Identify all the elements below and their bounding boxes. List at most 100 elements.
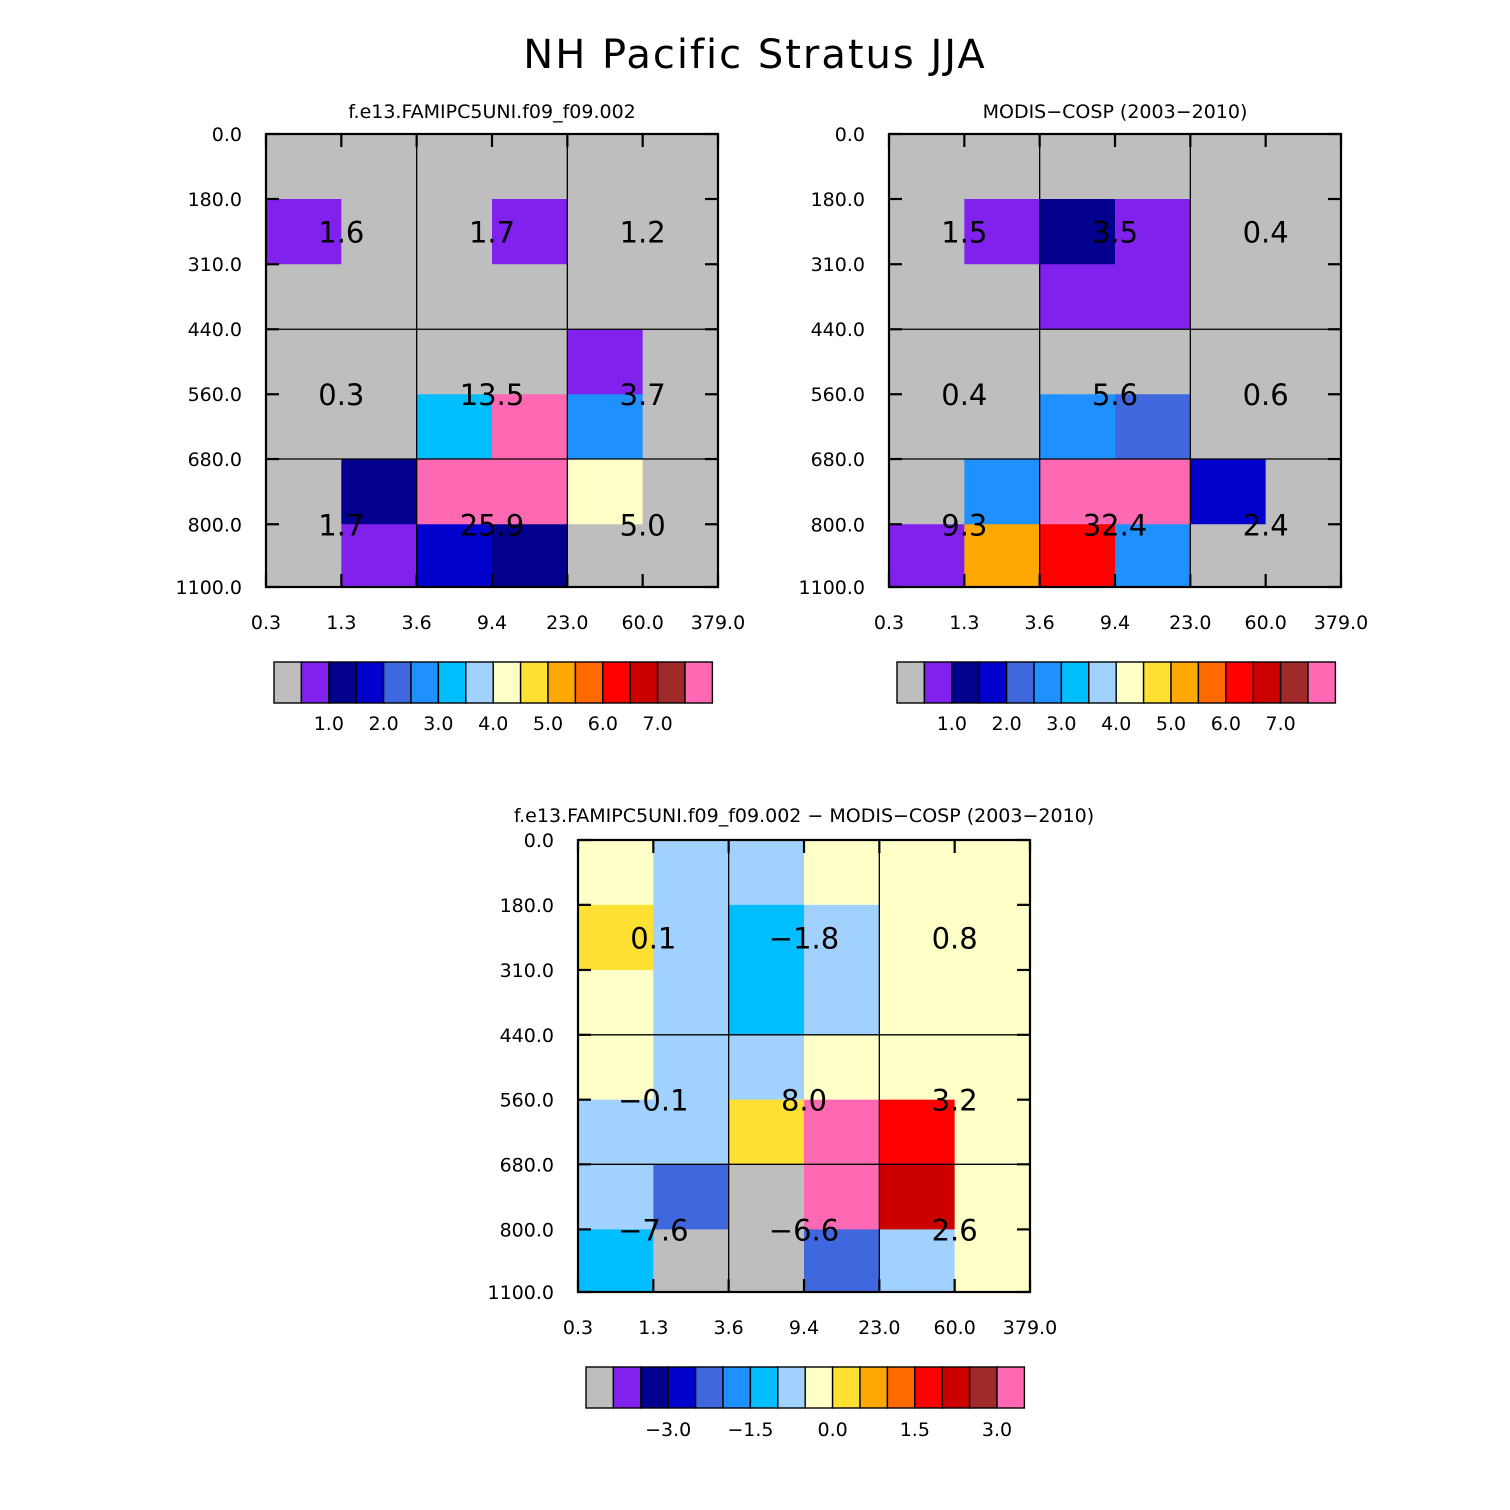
heatmap-cell — [879, 1034, 956, 1101]
heatmap-cell — [1190, 329, 1267, 395]
colorbar-swatch — [941, 1366, 971, 1409]
cell-value-label: 2.4 — [1243, 508, 1289, 542]
heatmap-cell — [804, 1164, 880, 1230]
heatmap-cell — [954, 904, 1031, 971]
cell-value-label: 13.5 — [460, 378, 525, 412]
colorbar-label: 1.5 — [900, 1419, 930, 1441]
x-tick-label: 60.0 — [1245, 612, 1287, 634]
cell-value-label: 8.0 — [781, 1084, 827, 1118]
cell-value-label: −1.8 — [769, 921, 839, 955]
y-tick-label: 1100.0 — [488, 1282, 554, 1304]
colorbar-label: 6.0 — [1211, 713, 1241, 735]
colorbar-swatch — [640, 1366, 669, 1409]
x-tick-label: 1.3 — [638, 1317, 668, 1339]
colorbar-swatch — [951, 661, 980, 704]
heatmap-cell — [1039, 394, 1116, 460]
heatmap-cell — [492, 199, 568, 265]
colorbar-label: 6.0 — [588, 713, 618, 735]
heatmap-cell — [416, 394, 493, 460]
x-tick-label: 1.3 — [949, 612, 979, 634]
heatmap-cell — [567, 329, 644, 395]
heatmap-cell — [879, 969, 956, 1036]
heatmap-cell — [1265, 524, 1342, 588]
heatmap-cell — [642, 134, 719, 200]
y-tick-label: 0.0 — [524, 830, 554, 852]
colorbar-swatch — [629, 661, 659, 704]
x-tick-label: 9.4 — [789, 1317, 819, 1339]
heatmap-cell — [1115, 459, 1191, 525]
heatmap-cell — [964, 524, 1041, 588]
heatmap-cell — [954, 969, 1031, 1036]
cell-value-label: 1.7 — [469, 216, 515, 250]
heatmap-cell — [642, 524, 719, 588]
y-tick-label: 0.0 — [835, 124, 865, 146]
x-tick-label: 0.3 — [563, 1317, 593, 1339]
colorbar-swatch — [804, 1366, 834, 1409]
heatmap-cell — [567, 199, 644, 265]
y-tick-label: 440.0 — [500, 1025, 554, 1047]
cell-value-label: 0.4 — [941, 378, 987, 412]
cell-value-label: 0.3 — [318, 378, 364, 412]
heatmap-cells — [889, 134, 1342, 588]
heatmap-cell — [341, 394, 418, 460]
x-tick-label: 60.0 — [622, 612, 664, 634]
heatmap-cell — [964, 459, 1041, 525]
heatmap-cell — [1190, 199, 1267, 265]
colorbar-swatch — [968, 1366, 998, 1409]
cell-value-label: 9.3 — [941, 508, 987, 542]
colorbar-swatch — [300, 661, 330, 704]
colorbar-swatch — [1170, 661, 1200, 704]
heatmap-cell — [266, 264, 342, 330]
heatmap-cell — [804, 969, 880, 1036]
x-tick-label: 0.3 — [874, 612, 904, 634]
y-tick-label: 1100.0 — [799, 577, 865, 599]
cell-value-label: 32.4 — [1083, 508, 1148, 542]
cell-value-label: 0.1 — [630, 921, 676, 955]
colorbar-swatch — [1142, 661, 1172, 704]
heatmap-cell — [266, 524, 342, 588]
heatmap-cell — [1115, 394, 1191, 460]
heatmap-cell — [1265, 329, 1342, 395]
heatmap-cell — [1265, 394, 1342, 460]
y-tick-label: 560.0 — [500, 1090, 554, 1112]
y-tick-label: 680.0 — [188, 449, 242, 471]
colorbar-swatch — [923, 661, 953, 704]
heatmap-cell — [728, 969, 805, 1036]
y-tick-label: 440.0 — [188, 319, 242, 341]
y-tick-label: 310.0 — [500, 960, 554, 982]
heatmap-cell — [266, 394, 342, 460]
y-tick-label: 800.0 — [811, 514, 865, 536]
heatmap-cell — [879, 1229, 956, 1293]
colorbar-swatch — [612, 1366, 642, 1409]
colorbar-swatch — [1225, 661, 1254, 704]
heatmap-cell — [1115, 199, 1191, 265]
panel-title: MODIS−COSP (2003−2010) — [983, 101, 1248, 123]
colorbar-swatch — [437, 661, 467, 704]
colorbar-swatch — [1307, 661, 1337, 704]
heatmap-cell — [492, 264, 568, 330]
y-tick-label: 0.0 — [212, 124, 242, 146]
cell-value-label: −6.6 — [769, 1213, 839, 1247]
panel-diff: f.e13.FAMIPC5UNI.f09_f09.002 − MODIS−COS… — [488, 805, 1095, 1441]
heatmap-cell — [728, 1229, 805, 1293]
heatmap-cell — [728, 1164, 805, 1230]
heatmap-cell — [1039, 134, 1116, 200]
colorbar-swatch — [831, 1366, 861, 1409]
colorbar-swatch — [896, 661, 926, 704]
y-tick-label: 1100.0 — [176, 577, 242, 599]
cell-value-label: 2.6 — [932, 1213, 978, 1247]
cell-value-label: 5.0 — [620, 508, 666, 542]
heatmap-cell — [954, 1229, 1031, 1293]
colorbar-label: 7.0 — [642, 713, 672, 735]
heatmap-cell — [804, 904, 880, 971]
heatmap-cell — [879, 904, 956, 971]
heatmap-cell — [341, 329, 418, 395]
colorbar-label: 3.0 — [423, 713, 453, 735]
colorbar-swatch — [914, 1366, 943, 1409]
colorbar-swatch — [777, 1366, 806, 1409]
heatmap-cell — [567, 394, 644, 460]
y-tick-label: 560.0 — [811, 384, 865, 406]
panel-obs: MODIS−COSP (2003−2010) 0.3 1.3 3.6 9.4 23.0 60… — [799, 101, 1369, 735]
heatmap-cell — [416, 134, 493, 200]
cell-value-label: 3.5 — [1092, 216, 1138, 250]
